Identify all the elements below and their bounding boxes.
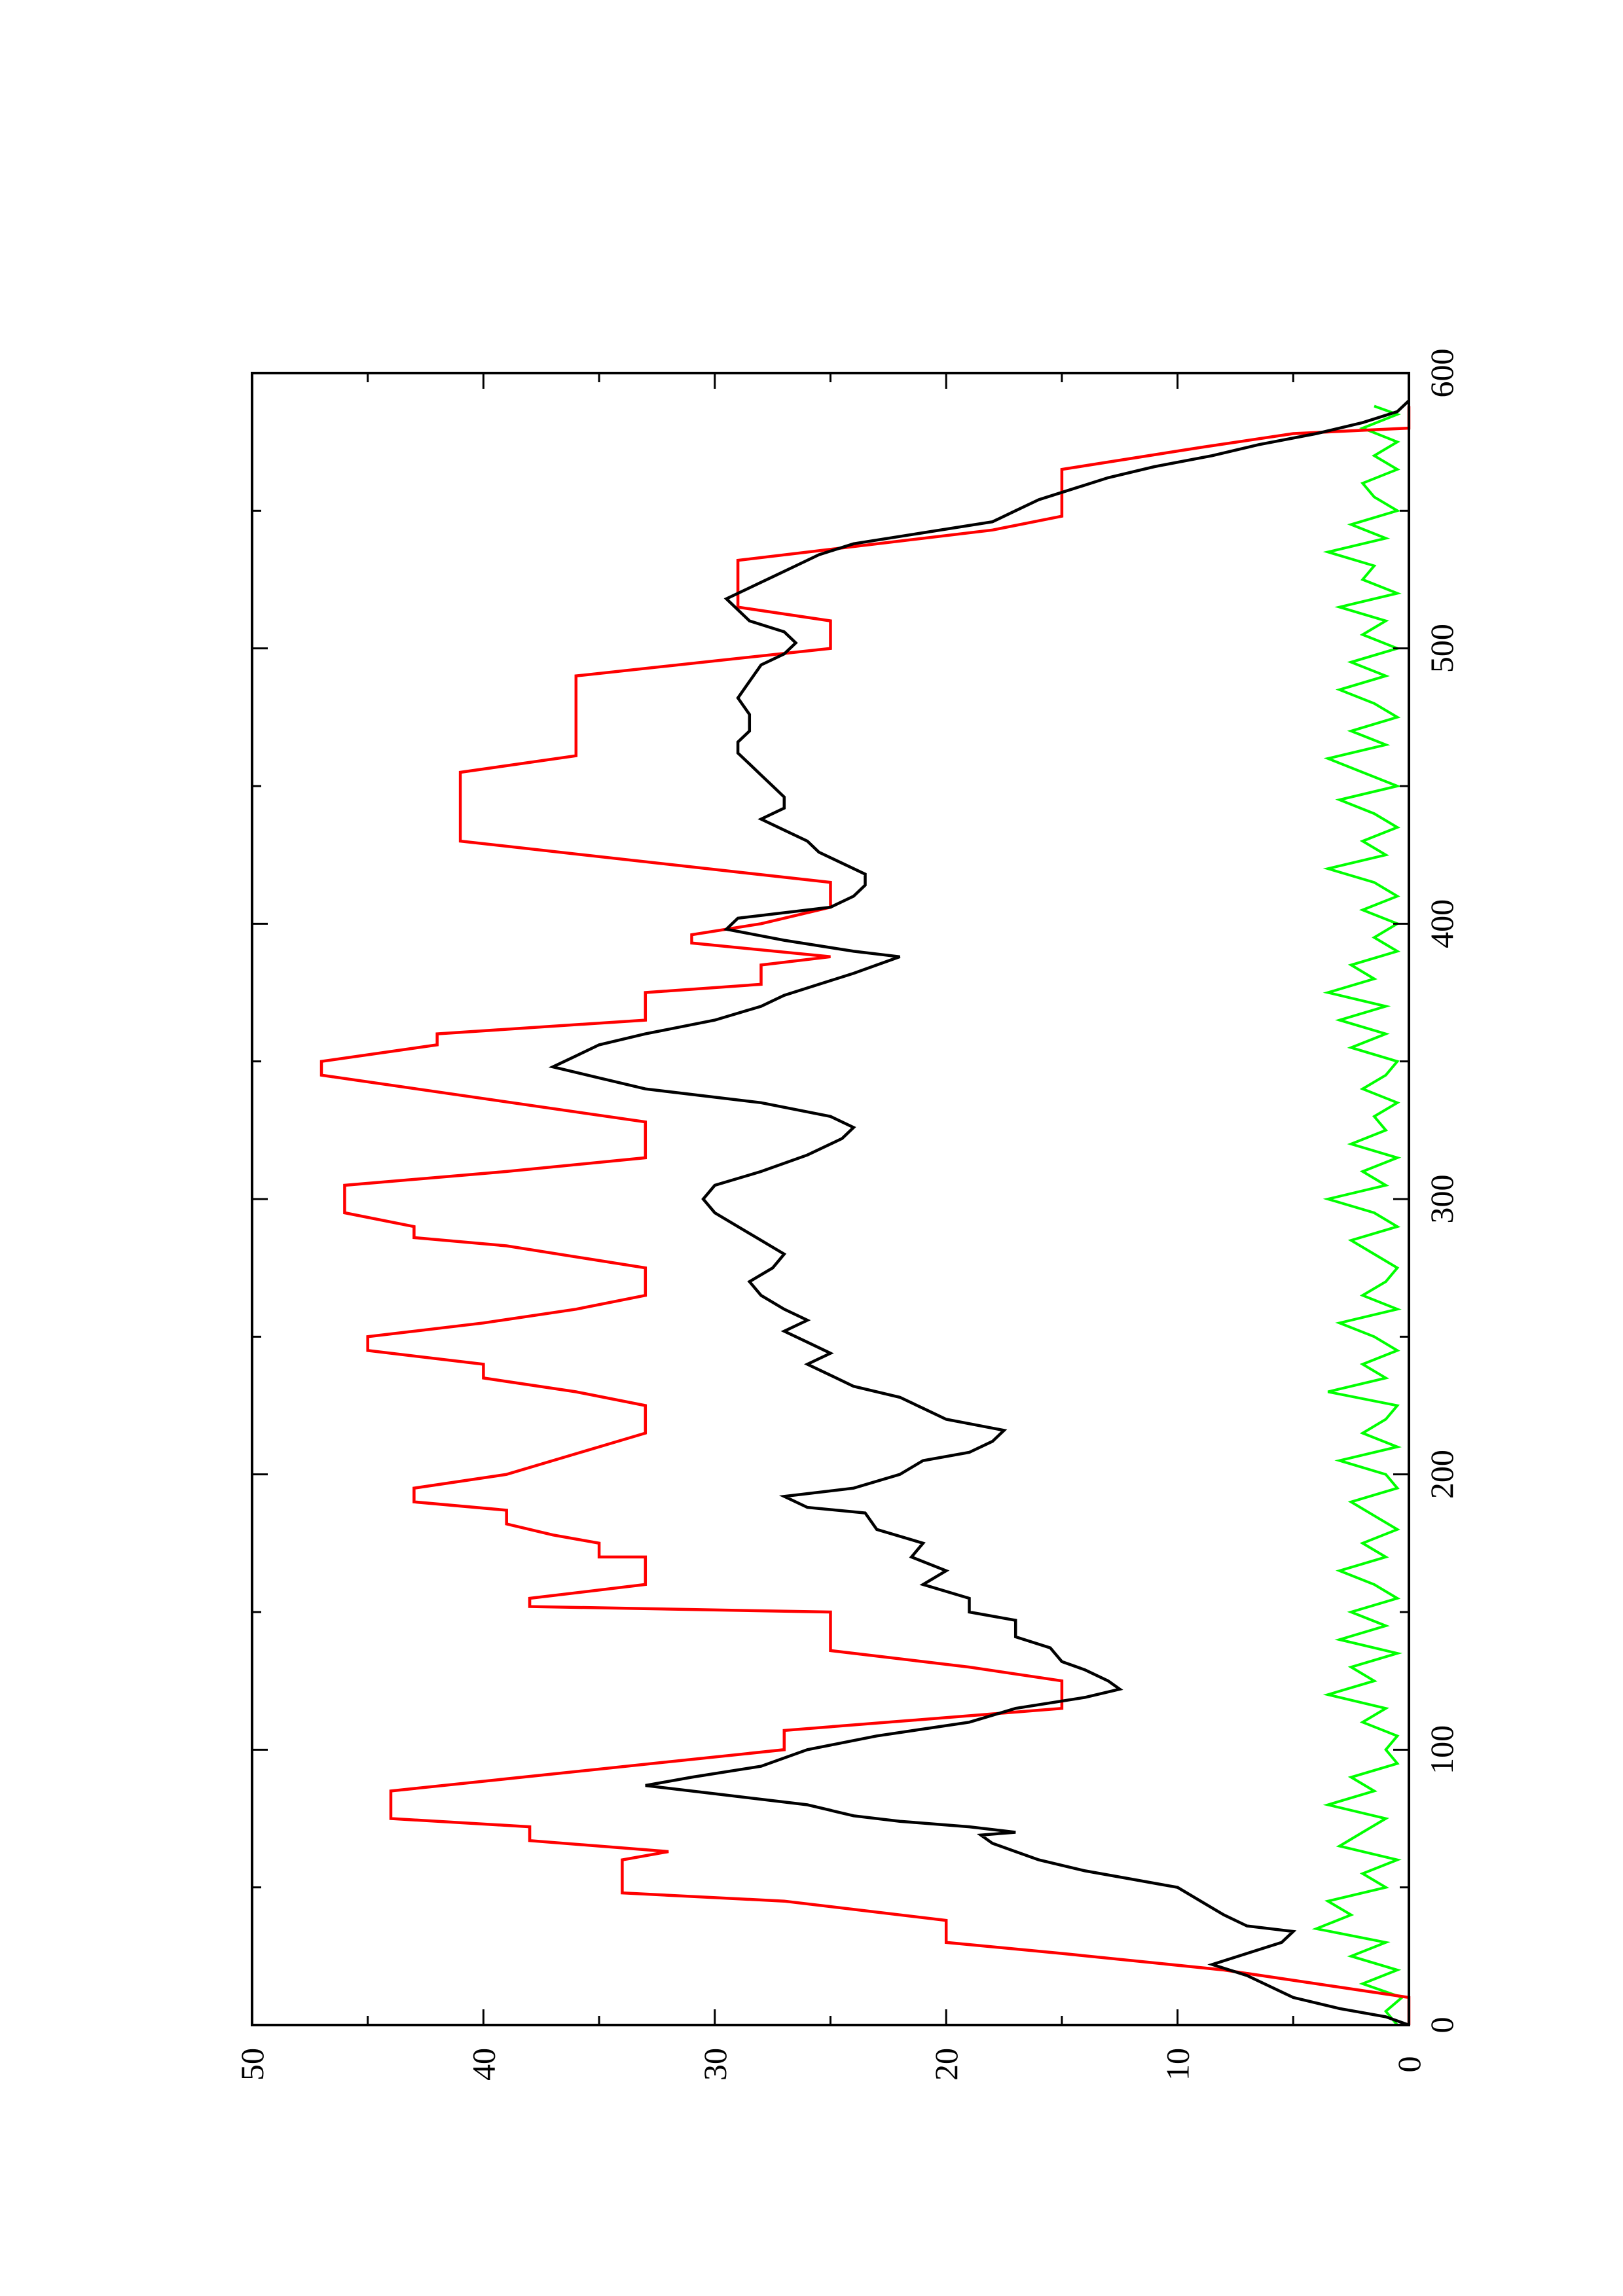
y-tick-label: 50 (234, 2048, 270, 2081)
x-tick-label: 0 (1423, 2017, 1460, 2034)
label-layer: 0 100 200 300 400 500 600 0 10 20 30 40 50 (234, 349, 1460, 2081)
x-tick-label: 100 (1423, 1725, 1460, 1774)
series-line-2 (1311, 404, 1405, 2026)
y-tick-label: 40 (465, 2048, 501, 2081)
y-tick-label: 10 (1159, 2048, 1196, 2081)
y-tick-label: 30 (697, 2048, 733, 2081)
x-tick-label: 400 (1423, 899, 1460, 948)
series-layer (319, 399, 1411, 2027)
x-tick-label: 600 (1423, 349, 1460, 398)
series-line-0 (319, 406, 1411, 2025)
x-tick-label: 500 (1423, 624, 1460, 673)
y-tick-label: 20 (928, 2048, 964, 2081)
tick-layer (251, 372, 1410, 2026)
y-tick-label: 0 (1391, 2056, 1427, 2073)
x-tick-label: 300 (1423, 1175, 1460, 1224)
x-tick-label: 200 (1423, 1450, 1460, 1499)
series-line-1 (548, 399, 1410, 2027)
